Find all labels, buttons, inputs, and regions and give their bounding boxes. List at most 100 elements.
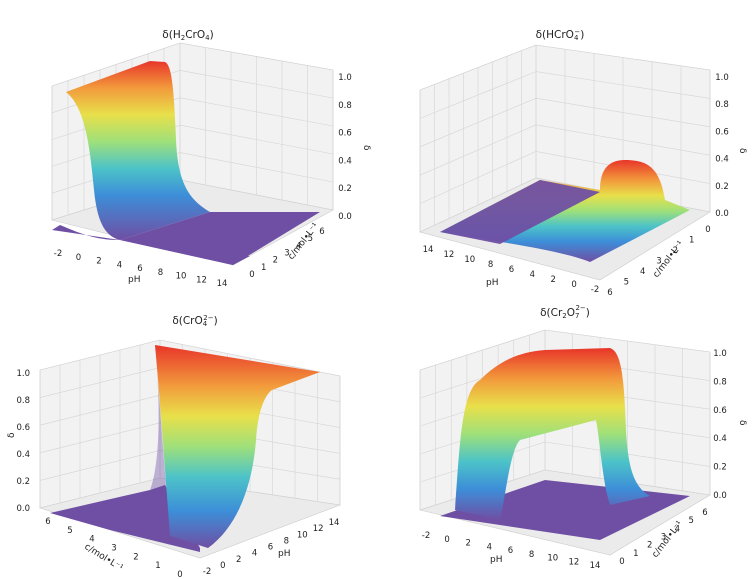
gridline xyxy=(419,177,537,233)
z-tick-label: 0.8 xyxy=(715,100,729,110)
x-tick-label: 12 xyxy=(196,275,207,285)
surface-floor xyxy=(120,212,320,265)
y-tick-label: 1 xyxy=(261,263,266,273)
y-tick-label: 6 xyxy=(45,517,50,527)
z-axis-label: δ xyxy=(361,145,371,151)
z-ticks: 0.0 0.2 0.4 0.6 0.8 1.0 xyxy=(715,73,729,219)
x-tick-label: 12 xyxy=(568,557,579,567)
y-tick-label: 6 xyxy=(319,227,324,237)
gridline xyxy=(535,124,711,156)
gridline xyxy=(39,339,161,371)
x-tick-label: 6 xyxy=(268,543,273,553)
surface-high xyxy=(66,61,210,240)
z-ticks: 0.0 0.2 0.4 0.6 0.8 1.0 xyxy=(713,349,727,501)
x-tick-label: 12 xyxy=(313,524,324,534)
gridline xyxy=(419,97,537,148)
z-tick-label: 1.0 xyxy=(16,369,30,379)
x-tick-label: 8 xyxy=(158,268,163,278)
z-tick-label: 0.4 xyxy=(338,156,352,166)
z-axis-label: δ xyxy=(737,420,747,426)
z-tick-label: 0.6 xyxy=(715,127,729,137)
gridline xyxy=(419,329,546,371)
x-tick-label: 2 xyxy=(96,257,101,267)
y-tick-label: 1 xyxy=(155,561,160,571)
z-tick-label: 1.0 xyxy=(715,73,729,83)
x-axis-label: pH xyxy=(486,278,498,288)
y-axis-label: c/mol•L⁻¹ xyxy=(82,542,124,574)
panel-title: δ(Cr2O72−) xyxy=(540,304,590,320)
x-tick-label: 4 xyxy=(487,542,492,552)
y-tick-label: 4 xyxy=(89,535,94,545)
gridline xyxy=(535,44,711,71)
gridline xyxy=(179,179,334,211)
x-tick-label: 6 xyxy=(508,546,513,556)
y-tick-label: 1 xyxy=(633,549,638,559)
x-tick-label: 6 xyxy=(137,264,142,274)
gridline xyxy=(179,124,334,155)
x-tick-label: 10 xyxy=(176,272,187,282)
z-axis-label: δ xyxy=(7,432,17,438)
x-tick-label: 0 xyxy=(220,561,225,571)
x-tick-label: 4 xyxy=(252,549,257,559)
z-tick-label: 0.6 xyxy=(713,406,727,416)
x-tick-label: 8 xyxy=(488,260,493,270)
y-tick-label: 3 xyxy=(284,249,289,259)
surface-high xyxy=(155,345,320,548)
x-tick-label: 2 xyxy=(466,539,471,549)
z-tick-label: 0.0 xyxy=(713,491,727,501)
x-ticks: 14 12 10 8 6 4 2 0 -2 xyxy=(423,245,600,295)
y-tick-label: 2 xyxy=(647,541,652,551)
gridline xyxy=(419,124,537,176)
y-tick-label: 5 xyxy=(308,234,313,244)
z-tick-label: 1.0 xyxy=(713,349,727,359)
z-tick-label: 0.2 xyxy=(16,477,30,487)
y-tick-label: 0 xyxy=(249,270,254,280)
gridline xyxy=(535,71,711,99)
z-tick-label: 0.8 xyxy=(16,396,30,406)
gridline xyxy=(39,422,161,454)
y-tick-label: 2 xyxy=(673,246,678,256)
y-tick-label: 2 xyxy=(133,552,138,562)
x-tick-label: -2 xyxy=(422,531,430,541)
x-tick-label: 14 xyxy=(217,279,228,289)
panel-title: δ(CrO42−) xyxy=(172,314,217,328)
x-tick-label: 0 xyxy=(444,535,449,545)
y-tick-label: 3 xyxy=(656,257,661,267)
z-tick-label: 0.8 xyxy=(713,377,727,387)
surface-plateau xyxy=(455,348,650,520)
x-tick-label: 8 xyxy=(284,536,289,546)
z-ticks: 0.0 0.2 0.4 0.6 0.8 1.0 xyxy=(16,369,30,514)
z-tick-label: 0.0 xyxy=(338,212,352,222)
gridline xyxy=(39,450,161,481)
gridline xyxy=(179,70,334,99)
x-tick-label: -2 xyxy=(203,567,211,577)
x-tick-label: 14 xyxy=(329,518,340,528)
z-tick-label: 0.0 xyxy=(715,209,729,219)
y-tick-label: 5 xyxy=(67,526,72,536)
z-tick-label: 0.2 xyxy=(715,182,729,192)
x-tick-label: 8 xyxy=(529,550,534,560)
y-tick-label: 3 xyxy=(111,544,116,554)
gridline xyxy=(535,97,711,128)
x-tick-label: 0 xyxy=(571,280,576,290)
y-tick-label: 5 xyxy=(688,516,693,526)
gridline xyxy=(179,42,334,71)
gridline xyxy=(544,329,711,353)
surface-flat xyxy=(440,180,600,244)
x-tick-label: 6 xyxy=(509,265,514,275)
y-tick-label: 1 xyxy=(689,236,694,246)
y-tick-label: 4 xyxy=(640,267,645,277)
y-tick-label: 0 xyxy=(619,557,624,567)
z-tick-label: 0.4 xyxy=(713,434,727,444)
gridline xyxy=(39,367,161,398)
z-tick-label: 0.2 xyxy=(338,184,352,194)
y-tick-label: 5 xyxy=(624,278,629,288)
z-tick-label: 0.0 xyxy=(16,504,30,514)
gridline xyxy=(51,42,181,87)
